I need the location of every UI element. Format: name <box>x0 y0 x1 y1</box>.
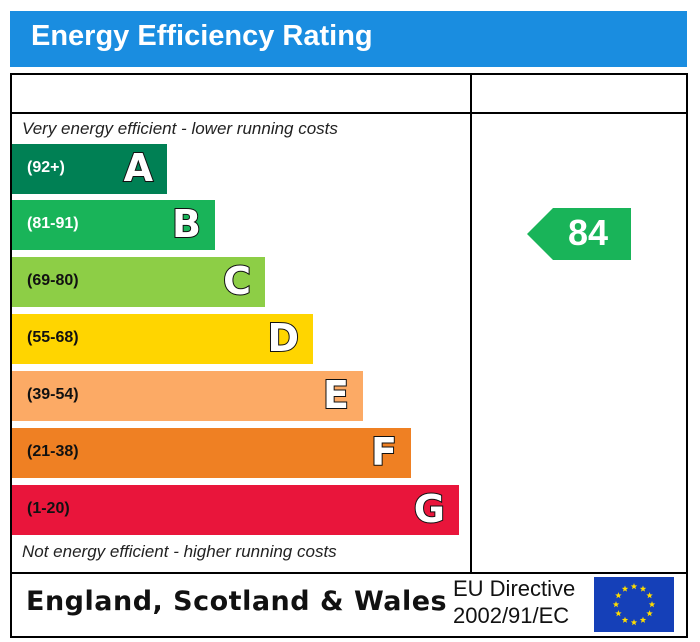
footer-row-divider <box>10 572 686 574</box>
rating-bar-letter: A <box>123 145 154 191</box>
rating-bar-a: (92+) A <box>12 144 167 194</box>
rating-bar-range: (39-54) <box>27 386 79 403</box>
rating-bar-range: (92+) <box>27 159 65 176</box>
eu-star-icon <box>648 601 656 608</box>
rating-bar-range: (21-38) <box>27 443 79 460</box>
rating-bar-b: (81-91) B <box>12 200 215 250</box>
rating-bar-range: (81-91) <box>27 215 79 232</box>
eu-directive-label: EU Directive <box>453 576 576 601</box>
footer-country: England, Scotland & Wales <box>26 586 448 617</box>
chart-title: Energy Efficiency Rating <box>31 20 373 52</box>
eu-star-icon <box>615 610 622 617</box>
rating-bar-g: (1-20) G <box>12 485 459 535</box>
current-rating-arrow-shape <box>527 208 631 260</box>
eu-star-icon <box>612 601 620 608</box>
rating-bar-c: (69-80) C <box>12 257 265 307</box>
eu-star-icon <box>630 619 638 626</box>
eu-star-icon <box>639 616 647 623</box>
header-row-divider <box>10 112 686 114</box>
rating-bar-letter: C <box>222 258 252 304</box>
eu-star-icon <box>646 592 653 599</box>
rating-bar-letter: G <box>413 486 446 532</box>
rating-bar-letter: F <box>370 429 398 475</box>
rating-bar-d: (55-68) D <box>12 314 313 364</box>
top-note: Very energy efficient - lower running co… <box>22 119 338 138</box>
rating-bar-range: (69-80) <box>27 272 79 289</box>
rating-bar-letter: B <box>171 201 202 247</box>
eu-star-icon <box>621 616 629 623</box>
rating-bar-range: (1-20) <box>27 500 70 517</box>
current-rating-arrow <box>527 208 631 260</box>
rating-bar-f: (21-38) F <box>12 428 411 478</box>
rating-bar-range: (55-68) <box>27 329 79 346</box>
eu-star-icon <box>615 592 622 599</box>
eu-directive-number: 2002/91/EC <box>453 603 570 628</box>
column-divider <box>470 73 472 573</box>
rating-bar-letter: D <box>266 315 300 361</box>
rating-bar-e: (39-54) E <box>12 371 363 421</box>
eu-star-icon <box>630 583 638 590</box>
eu-star-icon <box>646 610 653 617</box>
eu-flag-icon <box>594 577 674 632</box>
eu-star-icon <box>639 585 647 592</box>
rating-bar-letter: E <box>322 372 350 418</box>
current-rating-value: 84 <box>568 212 609 253</box>
title-banner: Energy Efficiency Rating <box>10 11 687 67</box>
bottom-note: Not energy efficient - higher running co… <box>22 542 337 561</box>
rating-table-frame <box>10 73 688 638</box>
eu-star-icon <box>621 585 629 592</box>
